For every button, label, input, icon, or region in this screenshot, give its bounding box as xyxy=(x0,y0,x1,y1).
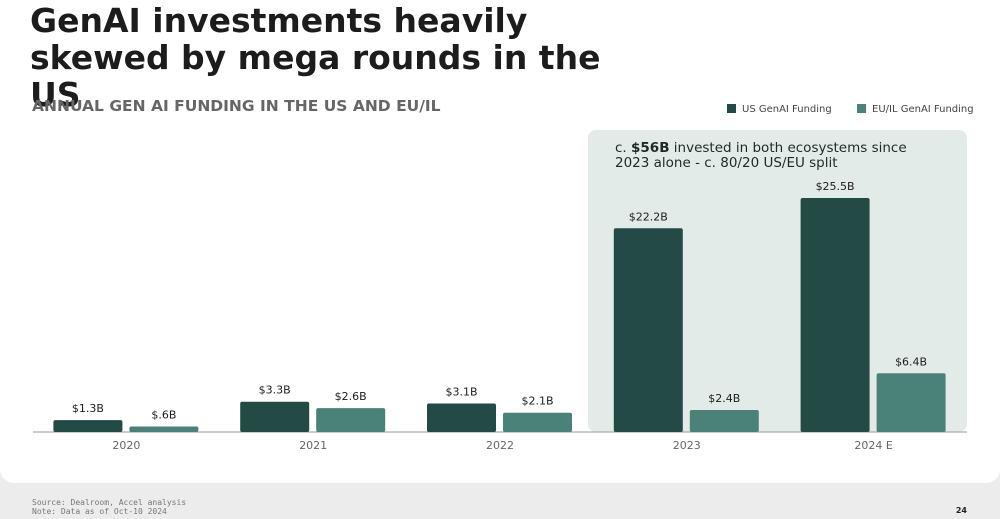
x-tick-label: 2021 xyxy=(299,439,327,452)
source: Source: Dealroom, Accel analysis xyxy=(32,498,187,507)
note: Note: Data as of Oct-10 2024 xyxy=(32,507,167,516)
bar xyxy=(876,373,946,432)
legend-swatch xyxy=(727,104,736,113)
annotation: c. $56B invested in both ecosystems sinc… xyxy=(615,141,915,171)
value-label: $.6B xyxy=(151,408,176,421)
annotation-highlight: $56B xyxy=(631,140,670,156)
x-tick-label: 2024 E xyxy=(854,439,892,452)
value-label: $2.4B xyxy=(708,392,740,405)
bar xyxy=(689,409,759,432)
bar xyxy=(240,401,310,432)
page-title: GenAI investments heavily skewed by mega… xyxy=(30,1,601,114)
x-tick-label: 2022 xyxy=(486,439,514,452)
x-tick-label: 2023 xyxy=(673,439,701,452)
bar xyxy=(427,403,496,432)
value-label: $22.2B xyxy=(629,210,668,223)
chart-title: ANNUAL GEN AI FUNDING IN THE US AND EU/I… xyxy=(32,97,441,115)
bar xyxy=(129,426,199,432)
annotation-text: invested in both ecosystems since 2023 a… xyxy=(615,140,907,171)
page-number: 24 xyxy=(955,506,967,515)
value-label: $3.1B xyxy=(445,386,477,399)
bar xyxy=(800,198,870,432)
value-label: $2.6B xyxy=(335,390,367,403)
value-label: $1.3B xyxy=(72,402,104,415)
value-label: $3.3B xyxy=(259,384,291,397)
x-tick-label: 2020 xyxy=(112,439,140,452)
legend-label: US GenAI Funding xyxy=(742,104,832,115)
bar xyxy=(316,408,386,432)
value-label: $25.5B xyxy=(816,180,855,193)
bar xyxy=(613,228,683,432)
legend-swatch xyxy=(857,104,866,113)
value-label: $6.4B xyxy=(895,355,927,368)
annotation-text: c. xyxy=(615,140,632,156)
bar xyxy=(53,420,123,432)
bar xyxy=(503,412,572,432)
value-label: $2.1B xyxy=(521,395,553,408)
legend-label: EU/IL GenAI Funding xyxy=(872,104,974,115)
